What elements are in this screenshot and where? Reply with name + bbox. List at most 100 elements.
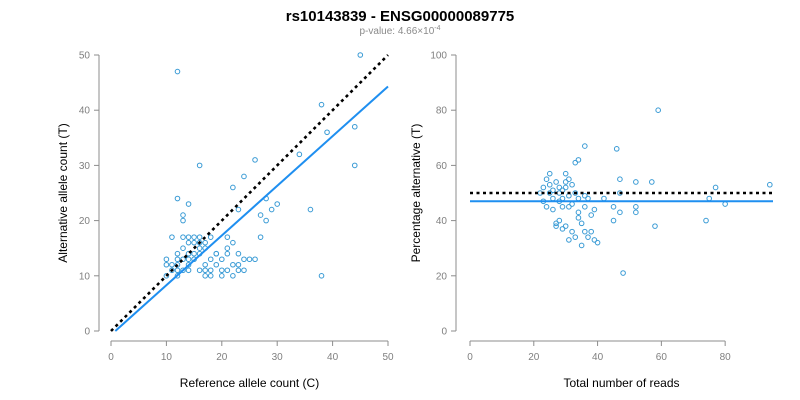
data-point xyxy=(185,201,192,207)
data-point xyxy=(235,267,242,274)
data-point xyxy=(185,234,192,240)
data-point xyxy=(351,123,358,130)
data-point xyxy=(185,250,192,257)
data-point xyxy=(180,234,186,240)
data-point xyxy=(553,223,559,229)
data-point xyxy=(649,179,655,185)
data-point xyxy=(550,195,556,202)
data-point xyxy=(196,245,203,251)
x-tick-label: 0 xyxy=(467,352,473,363)
x-tick-label: 80 xyxy=(720,352,732,363)
data-point xyxy=(562,184,569,191)
y-tick-label: 40 xyxy=(436,216,448,227)
data-point xyxy=(180,217,186,224)
data-point xyxy=(174,68,181,75)
data-point xyxy=(562,179,569,185)
data-point xyxy=(575,209,582,216)
data-point xyxy=(174,256,181,263)
data-point xyxy=(191,234,197,240)
data-point xyxy=(163,273,170,279)
data-point xyxy=(191,239,197,246)
data-point xyxy=(180,256,186,263)
data-point xyxy=(174,261,181,268)
data-point xyxy=(241,173,247,180)
data-point xyxy=(559,226,566,232)
data-point xyxy=(540,184,547,191)
data-point xyxy=(706,195,713,202)
data-point xyxy=(546,170,553,177)
data-point xyxy=(559,204,566,210)
y-tick-label: 0 xyxy=(441,327,447,338)
data-point xyxy=(703,217,709,224)
data-point xyxy=(185,256,192,263)
data-point xyxy=(185,261,192,268)
fit-line xyxy=(114,85,389,332)
data-point xyxy=(163,261,170,268)
data-point xyxy=(324,129,330,136)
data-point xyxy=(655,107,661,113)
data-point xyxy=(562,170,569,177)
y-tick-label: 100 xyxy=(430,51,447,62)
data-point xyxy=(591,237,598,243)
data-point xyxy=(617,176,623,182)
data-point xyxy=(550,187,556,194)
data-point xyxy=(585,195,591,202)
data-point xyxy=(575,195,582,202)
data-point xyxy=(582,204,588,210)
data-point xyxy=(318,273,325,279)
data-point xyxy=(582,143,588,149)
data-point xyxy=(351,162,358,169)
data-point xyxy=(613,146,620,152)
y-tick-label: 40 xyxy=(79,106,91,117)
y-tick-label: 50 xyxy=(79,51,91,62)
data-point xyxy=(588,228,595,235)
data-point xyxy=(207,256,214,263)
data-point xyxy=(202,239,208,246)
data-point xyxy=(610,204,617,210)
data-point xyxy=(241,256,247,263)
data-point xyxy=(185,239,192,246)
data-point xyxy=(562,223,569,229)
data-point xyxy=(185,267,192,274)
x-tick-label: 30 xyxy=(272,352,284,363)
data-point xyxy=(207,234,214,240)
data-point xyxy=(219,256,225,263)
data-point xyxy=(196,234,203,240)
data-point xyxy=(174,195,181,202)
data-point xyxy=(174,273,181,279)
data-point xyxy=(235,261,242,268)
x-tick-label: 20 xyxy=(528,352,540,363)
data-point xyxy=(296,151,303,158)
data-point xyxy=(652,223,658,229)
data-point xyxy=(191,250,197,257)
data-point xyxy=(230,261,236,268)
x-tick-label: 40 xyxy=(327,352,339,363)
data-point xyxy=(257,234,264,240)
data-point xyxy=(588,212,595,218)
x-tick-label: 10 xyxy=(161,352,173,363)
data-point xyxy=(180,245,186,251)
data-point xyxy=(174,267,181,274)
y-tick-label: 10 xyxy=(79,271,91,282)
data-point xyxy=(575,215,582,221)
y-tick-label: 80 xyxy=(436,106,448,117)
data-point xyxy=(257,212,264,218)
data-point xyxy=(591,206,598,213)
data-point xyxy=(582,192,588,199)
x-tick-label: 60 xyxy=(656,352,668,363)
reference-line xyxy=(110,54,389,332)
chart-title: rs10143839 - ENSG00000089775 xyxy=(286,8,515,25)
data-point xyxy=(601,195,607,202)
data-point xyxy=(196,267,203,274)
data-point xyxy=(543,204,550,210)
data-point xyxy=(556,184,563,191)
data-point xyxy=(722,201,728,207)
p-value-exponent: -4 xyxy=(434,25,440,32)
data-point xyxy=(767,181,773,188)
p-value-text: p-value: 4.66×10 xyxy=(359,26,434,37)
data-point xyxy=(230,184,236,191)
y-axis-label: Alternative allele count (T) xyxy=(56,123,70,262)
y-tick-label: 30 xyxy=(79,161,91,172)
left-panel-allele-counts: 0 10 20 30 40 50 0 10 20 30 40 50 Reference allele c… xyxy=(56,51,394,391)
